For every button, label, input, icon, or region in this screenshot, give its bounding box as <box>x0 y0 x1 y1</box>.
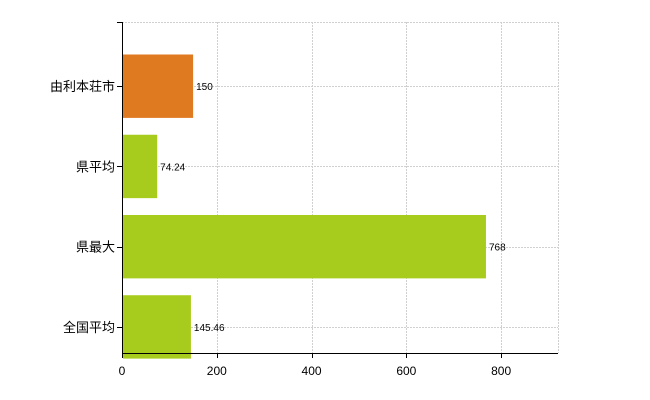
x-tick-label-0: 0 <box>119 364 126 378</box>
x-tick-label-600: 600 <box>396 364 416 378</box>
bar-2 <box>123 214 486 279</box>
axes <box>117 22 558 358</box>
data-label-0: 150 <box>196 82 213 93</box>
data-label-1: 74.24 <box>160 162 185 173</box>
category-label-1: 県平均 <box>76 160 115 175</box>
bar-1 <box>123 134 158 199</box>
data-label-2: 768 <box>489 243 506 254</box>
bar-0 <box>123 54 194 118</box>
category-label-0: 由利本荘市 <box>50 79 115 95</box>
data-label-3: 145.46 <box>194 323 225 334</box>
grid-lines <box>122 22 559 353</box>
bar-3 <box>123 295 191 359</box>
x-tick-label-800: 800 <box>491 364 511 378</box>
x-tick-label-200: 200 <box>207 364 227 378</box>
bars <box>123 54 486 359</box>
x-tick-label-400: 400 <box>302 364 322 378</box>
category-label-2: 県最大 <box>76 241 115 256</box>
category-label-3: 全国平均 <box>63 320 115 336</box>
